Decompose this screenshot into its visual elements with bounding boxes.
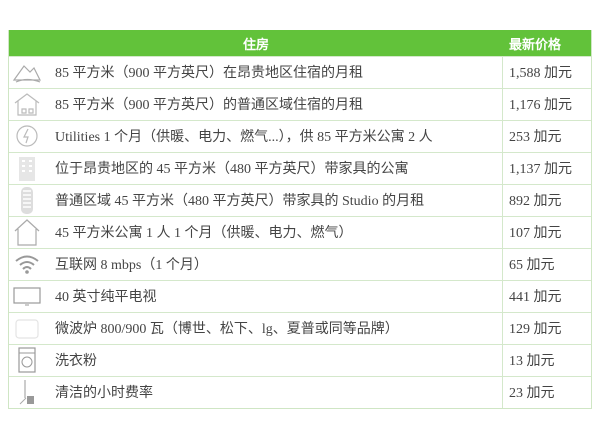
table-row: 微波炉 800/900 瓦（博世、松下、lg、夏普或同等品牌） 129 加元 — [9, 312, 591, 344]
header-item: 住房 — [242, 37, 269, 53]
washing-machine-icon — [9, 345, 45, 375]
table-row: 85 平方米（900 平方英尺）的普通区域住宿的月租 1,176 加元 — [9, 88, 591, 120]
price-cell: 441 加元 — [509, 290, 562, 305]
price-cell: 892 加元 — [509, 194, 562, 209]
cleaning-icon — [9, 377, 45, 407]
item-cell: Utilities 1 个月（供暖、电力、燃气...），供 85 平方米公寓 2… — [9, 121, 503, 152]
table-row: 互联网 8 mbps（1 个月） 65 加元 — [9, 248, 591, 280]
price-cell: 129 加元 — [509, 322, 562, 337]
microwave-icon — [9, 313, 45, 343]
price-cell: 1,137 加元 — [509, 162, 572, 177]
table-row: 45 平方米公寓 1 人 1 个月（供暖、电力、燃气） 107 加元 — [9, 216, 591, 248]
item-label: Utilities 1 个月（供暖、电力、燃气...），供 85 平方米公寓 2… — [55, 130, 433, 145]
house-icon — [9, 89, 45, 119]
item-label: 普通区域 45 平方米（480 平方英尺）带家具的 Studio 的月租 — [55, 194, 425, 209]
item-label: 45 平方米公寓 1 人 1 个月（供暖、电力、燃气） — [55, 226, 353, 241]
item-label: 洗衣粉 — [55, 354, 97, 369]
item-cell: 位于昂贵地区的 45 平方米（480 平方英尺）带家具的公寓 — [9, 153, 503, 184]
table-header: 住房 最新价格 — [9, 30, 591, 56]
item-label: 互联网 8 mbps（1 个月） — [55, 258, 208, 273]
item-cell: 85 平方米（900 平方英尺）的普通区域住宿的月租 — [9, 89, 503, 120]
price-cell: 23 加元 — [509, 386, 555, 401]
price-cell: 13 加元 — [509, 354, 555, 369]
tower-building-icon — [9, 185, 45, 215]
mountain-house-icon — [9, 57, 45, 87]
item-label: 85 平方米（900 平方英尺）在昂贵地区住宿的月租 — [55, 66, 363, 81]
item-cell: 普通区域 45 平方米（480 平方英尺）带家具的 Studio 的月租 — [9, 185, 503, 216]
item-cell: 微波炉 800/900 瓦（博世、松下、lg、夏普或同等品牌） — [9, 313, 503, 344]
item-label: 清洁的小时费率 — [55, 386, 153, 401]
header-price: 最新价格 — [509, 37, 562, 53]
table-row: 洗衣粉 13 加元 — [9, 344, 591, 376]
table-row: 清洁的小时费率 23 加元 — [9, 376, 591, 408]
item-label: 位于昂贵地区的 45 平方米（480 平方英尺）带家具的公寓 — [55, 162, 409, 177]
item-label: 85 平方米（900 平方英尺）的普通区域住宿的月租 — [55, 98, 363, 113]
item-cell: 洗衣粉 — [9, 345, 503, 376]
home-outline-icon — [9, 217, 45, 247]
item-cell: 40 英寸纯平电视 — [9, 281, 503, 312]
table-row: Utilities 1 个月（供暖、电力、燃气...），供 85 平方米公寓 2… — [9, 120, 591, 152]
table-row: 位于昂贵地区的 45 平方米（480 平方英尺）带家具的公寓 1,137 加元 — [9, 152, 591, 184]
item-cell: 45 平方米公寓 1 人 1 个月（供暖、电力、燃气） — [9, 217, 503, 248]
price-cell: 253 加元 — [509, 130, 562, 145]
apartment-building-icon — [9, 153, 45, 183]
item-label: 微波炉 800/900 瓦（博世、松下、lg、夏普或同等品牌） — [55, 322, 399, 337]
tv-icon — [9, 281, 45, 311]
wifi-icon — [9, 249, 45, 279]
item-label: 40 英寸纯平电视 — [55, 290, 157, 305]
price-cell: 1,588 加元 — [509, 66, 572, 81]
price-cell: 65 加元 — [509, 258, 555, 273]
price-cell: 1,176 加元 — [509, 98, 572, 113]
table-row: 40 英寸纯平电视 441 加元 — [9, 280, 591, 312]
price-cell: 107 加元 — [509, 226, 562, 241]
housing-price-table: 住房 最新价格 85 平方米（900 平方英尺）在昂贵地区住宿的月租 1,588 … — [8, 30, 592, 409]
item-cell: 清洁的小时费率 — [9, 377, 503, 408]
table-row: 85 平方米（900 平方英尺）在昂贵地区住宿的月租 1,588 加元 — [9, 56, 591, 88]
utilities-icon — [9, 121, 45, 151]
item-cell: 互联网 8 mbps（1 个月） — [9, 249, 503, 280]
table-row: 普通区域 45 平方米（480 平方英尺）带家具的 Studio 的月租 892 … — [9, 184, 591, 216]
item-cell: 85 平方米（900 平方英尺）在昂贵地区住宿的月租 — [9, 57, 503, 88]
